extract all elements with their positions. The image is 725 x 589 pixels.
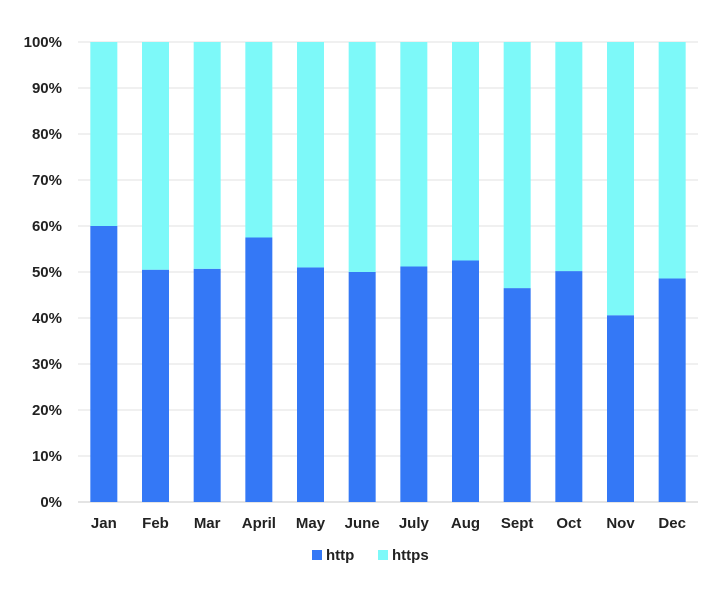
y-tick-label: 70% [32,172,62,189]
bar-http-mar [193,268,221,502]
bar-http-oct [555,271,583,502]
bar-https-april [245,42,273,238]
legend: http https [312,547,429,564]
bar-https-dec [658,42,686,279]
bars [90,42,686,502]
gridlines [78,41,698,503]
x-tick-label: Aug [451,515,480,532]
bar-http-jan [90,226,118,502]
y-tick-label: 60% [32,218,62,235]
bar-https-mar [193,42,221,269]
bar-http-dec [658,278,686,502]
y-tick-label: 0% [40,494,62,511]
y-tick-label: 20% [32,402,62,419]
bar-https-nov [607,42,634,316]
y-tick-label: 80% [32,126,62,143]
bar-http-nov [607,315,634,502]
legend-label-http: http [326,547,354,564]
legend-swatch-https [378,550,388,560]
x-tick-label: Nov [606,515,635,532]
y-axis: 0% 10% 20% 30% 40% 50% 60% 70% 80% 90% 100% [24,34,62,511]
bar-http-april [245,237,273,502]
y-tick-label: 100% [24,34,62,51]
x-tick-label: Oct [556,515,581,532]
bar-http-may [297,267,324,502]
y-tick-label: 30% [32,356,62,373]
legend-label-https: https [392,547,429,564]
x-tick-label: Feb [142,515,169,532]
x-tick-label: April [242,515,276,532]
x-tick-label: Dec [658,515,686,532]
bar-http-july [400,266,428,502]
bar-https-oct [555,42,583,272]
y-tick-label: 10% [32,448,62,465]
bar-https-june [348,42,376,272]
bar-https-aug [452,42,479,261]
bar-http-aug [452,260,479,502]
bar-http-feb [142,269,169,502]
x-tick-label: May [296,515,326,532]
x-tick-label: Mar [194,515,221,532]
y-tick-label: 40% [32,310,62,327]
y-tick-label: 50% [32,264,62,281]
x-tick-label: Sept [501,515,534,532]
bar-https-feb [142,42,169,270]
bar-https-jan [90,42,118,226]
legend-swatch-http [312,550,322,560]
bar-http-sept [503,288,531,502]
x-axis: Jan Feb Mar April May June July Aug Sept Oct Nov De… [91,515,686,532]
y-tick-label: 90% [32,80,62,97]
x-tick-label: July [399,515,430,532]
x-tick-label: Jan [91,515,117,532]
bar-https-july [400,42,428,267]
bar-http-june [348,272,376,502]
bar-https-may [297,42,324,268]
x-tick-label: June [345,515,380,532]
bar-https-sept [503,42,531,289]
